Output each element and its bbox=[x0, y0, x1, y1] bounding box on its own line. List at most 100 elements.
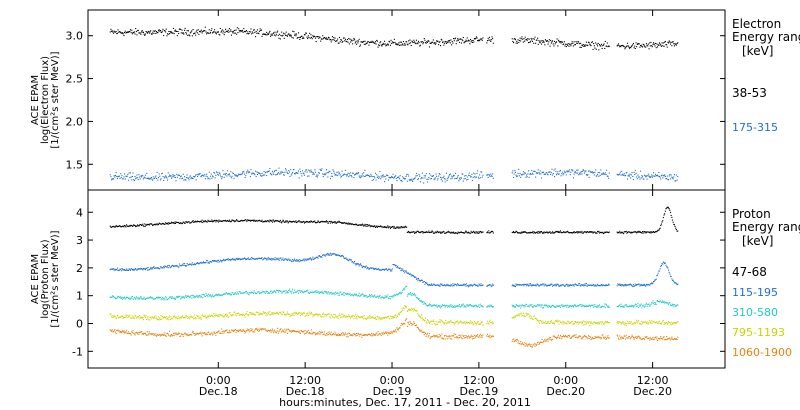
data-point bbox=[378, 296, 380, 298]
data-point bbox=[523, 38, 525, 40]
data-point bbox=[621, 231, 623, 233]
data-point bbox=[259, 220, 261, 222]
data-point bbox=[637, 231, 639, 233]
data-point bbox=[254, 220, 256, 222]
data-point bbox=[620, 283, 622, 285]
data-point bbox=[565, 284, 567, 286]
data-point bbox=[569, 322, 571, 324]
data-point bbox=[384, 297, 386, 299]
data-point bbox=[322, 291, 324, 293]
data-point bbox=[367, 296, 369, 298]
data-point bbox=[228, 293, 230, 295]
data-point bbox=[254, 292, 256, 294]
data-point bbox=[274, 313, 276, 315]
data-point bbox=[408, 179, 410, 181]
data-point bbox=[189, 222, 191, 224]
data-point bbox=[372, 317, 374, 319]
data-point bbox=[144, 268, 146, 270]
data-point bbox=[189, 35, 191, 37]
data-point bbox=[564, 45, 566, 47]
data-point bbox=[516, 176, 518, 178]
data-point bbox=[514, 317, 516, 319]
data-point bbox=[214, 219, 216, 221]
data-point bbox=[548, 231, 550, 233]
data-point bbox=[408, 175, 410, 177]
data-point bbox=[675, 305, 677, 307]
data-point bbox=[429, 321, 431, 323]
data-point bbox=[457, 284, 459, 286]
data-point bbox=[288, 313, 290, 315]
data-point bbox=[361, 173, 363, 175]
data-point bbox=[414, 231, 416, 233]
data-point bbox=[344, 222, 346, 224]
data-point bbox=[574, 232, 576, 234]
data-point bbox=[477, 176, 479, 178]
data-point bbox=[417, 314, 419, 316]
data-point bbox=[139, 176, 141, 178]
data-point bbox=[201, 262, 203, 264]
data-point bbox=[366, 318, 368, 320]
data-point bbox=[637, 303, 639, 305]
data-point bbox=[636, 176, 638, 178]
data-point bbox=[468, 174, 470, 176]
data-point bbox=[571, 231, 573, 233]
data-point bbox=[470, 284, 472, 286]
data-point bbox=[357, 40, 359, 42]
data-point bbox=[594, 303, 596, 305]
data-point bbox=[466, 232, 468, 234]
data-point bbox=[167, 319, 169, 321]
data-point bbox=[523, 306, 525, 308]
data-point bbox=[169, 33, 171, 35]
data-point bbox=[264, 174, 266, 176]
data-point bbox=[475, 323, 477, 325]
data-point bbox=[411, 179, 413, 181]
data-point bbox=[576, 232, 578, 234]
data-point bbox=[296, 260, 298, 262]
data-point bbox=[339, 221, 341, 223]
data-point bbox=[113, 226, 115, 228]
data-point bbox=[653, 280, 655, 282]
data-point bbox=[196, 315, 198, 317]
data-point bbox=[559, 285, 561, 287]
data-point bbox=[243, 314, 245, 316]
data-point bbox=[279, 219, 281, 221]
data-point bbox=[330, 314, 332, 316]
data-point bbox=[208, 171, 210, 173]
data-point bbox=[533, 232, 535, 234]
data-point bbox=[127, 314, 129, 316]
data-point bbox=[226, 220, 228, 222]
data-point bbox=[416, 42, 418, 44]
data-point bbox=[412, 41, 414, 43]
data-point bbox=[364, 223, 366, 225]
data-point bbox=[480, 323, 482, 325]
data-point bbox=[109, 31, 111, 33]
data-point bbox=[141, 224, 143, 226]
data-point bbox=[588, 42, 590, 44]
data-point bbox=[131, 268, 133, 270]
data-point bbox=[215, 219, 217, 221]
data-point bbox=[249, 31, 251, 33]
data-point bbox=[271, 220, 273, 222]
data-point bbox=[476, 37, 478, 39]
data-point bbox=[270, 219, 272, 221]
data-point bbox=[634, 283, 636, 285]
data-point bbox=[163, 297, 165, 299]
data-point bbox=[248, 258, 250, 260]
data-point bbox=[676, 230, 678, 232]
data-point bbox=[396, 315, 398, 317]
data-point bbox=[271, 34, 273, 36]
data-point bbox=[120, 32, 122, 34]
data-point bbox=[673, 174, 675, 176]
data-point bbox=[492, 42, 494, 44]
data-point bbox=[403, 270, 405, 272]
data-point bbox=[400, 179, 402, 181]
data-point bbox=[216, 172, 218, 174]
data-point bbox=[391, 268, 393, 270]
data-point bbox=[200, 261, 202, 263]
data-point bbox=[544, 231, 546, 233]
data-point bbox=[556, 172, 558, 174]
data-point bbox=[169, 267, 171, 269]
data-point bbox=[298, 312, 300, 314]
data-point bbox=[472, 39, 474, 41]
data-point bbox=[441, 305, 443, 307]
